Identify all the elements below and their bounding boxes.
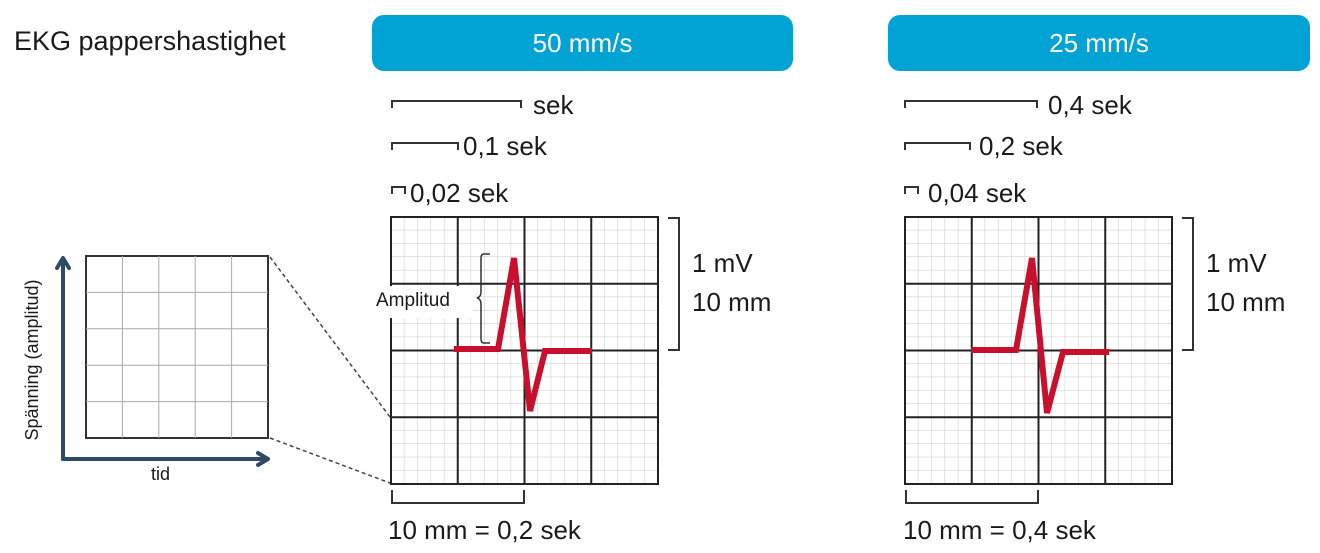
time-bracket-50: [391, 490, 525, 504]
amplitude-label: Amplitud: [376, 290, 450, 311]
speed-banner-25: 25 mm/s: [888, 15, 1310, 71]
ekg-trace-25: [971, 257, 1109, 414]
voltage-bracket-50: [668, 217, 680, 351]
scale-label-medium: 0,1 sek: [463, 131, 547, 161]
voltage-label: 1 mV: [692, 248, 753, 278]
axis-arrows: [55, 256, 270, 467]
voltage-label: 1 mV: [1206, 248, 1267, 278]
scale-bracket-icons-25: [904, 100, 1038, 194]
time-scale-label: 10 mm = 0,2 sek: [388, 515, 581, 545]
speed-banner-50: 50 mm/s: [372, 15, 793, 71]
scale-bracket-icons-50: [391, 100, 522, 194]
scale-label-medium: 0,2 sek: [979, 131, 1063, 161]
speed-label: 50 mm/s: [532, 27, 633, 58]
voltage-bracket-25: [1182, 217, 1194, 351]
scale-label-small: 0,02 sek: [410, 178, 509, 208]
speed-label: 25 mm/s: [1049, 27, 1149, 58]
overview-grid: [85, 255, 269, 439]
scale-label-big: 0,4 sek: [1048, 90, 1132, 120]
time-scale-label: 10 mm = 0,4 sek: [903, 515, 1096, 545]
voltage-mm-label: 10 mm: [692, 287, 772, 317]
scale-label-small: 0,04 sek: [928, 178, 1027, 208]
x-axis-label: tid: [151, 464, 171, 484]
scale-label-big: sek: [533, 90, 574, 120]
time-bracket-25: [905, 490, 1039, 504]
voltage-mm-label: 10 mm: [1206, 287, 1286, 317]
amplitude-brace-icon: [476, 253, 490, 344]
ekg-trace-50: [454, 257, 592, 412]
y-axis-label: Spänning (amplitud): [22, 279, 42, 441]
page-title: EKG pappershastighet: [14, 26, 286, 56]
